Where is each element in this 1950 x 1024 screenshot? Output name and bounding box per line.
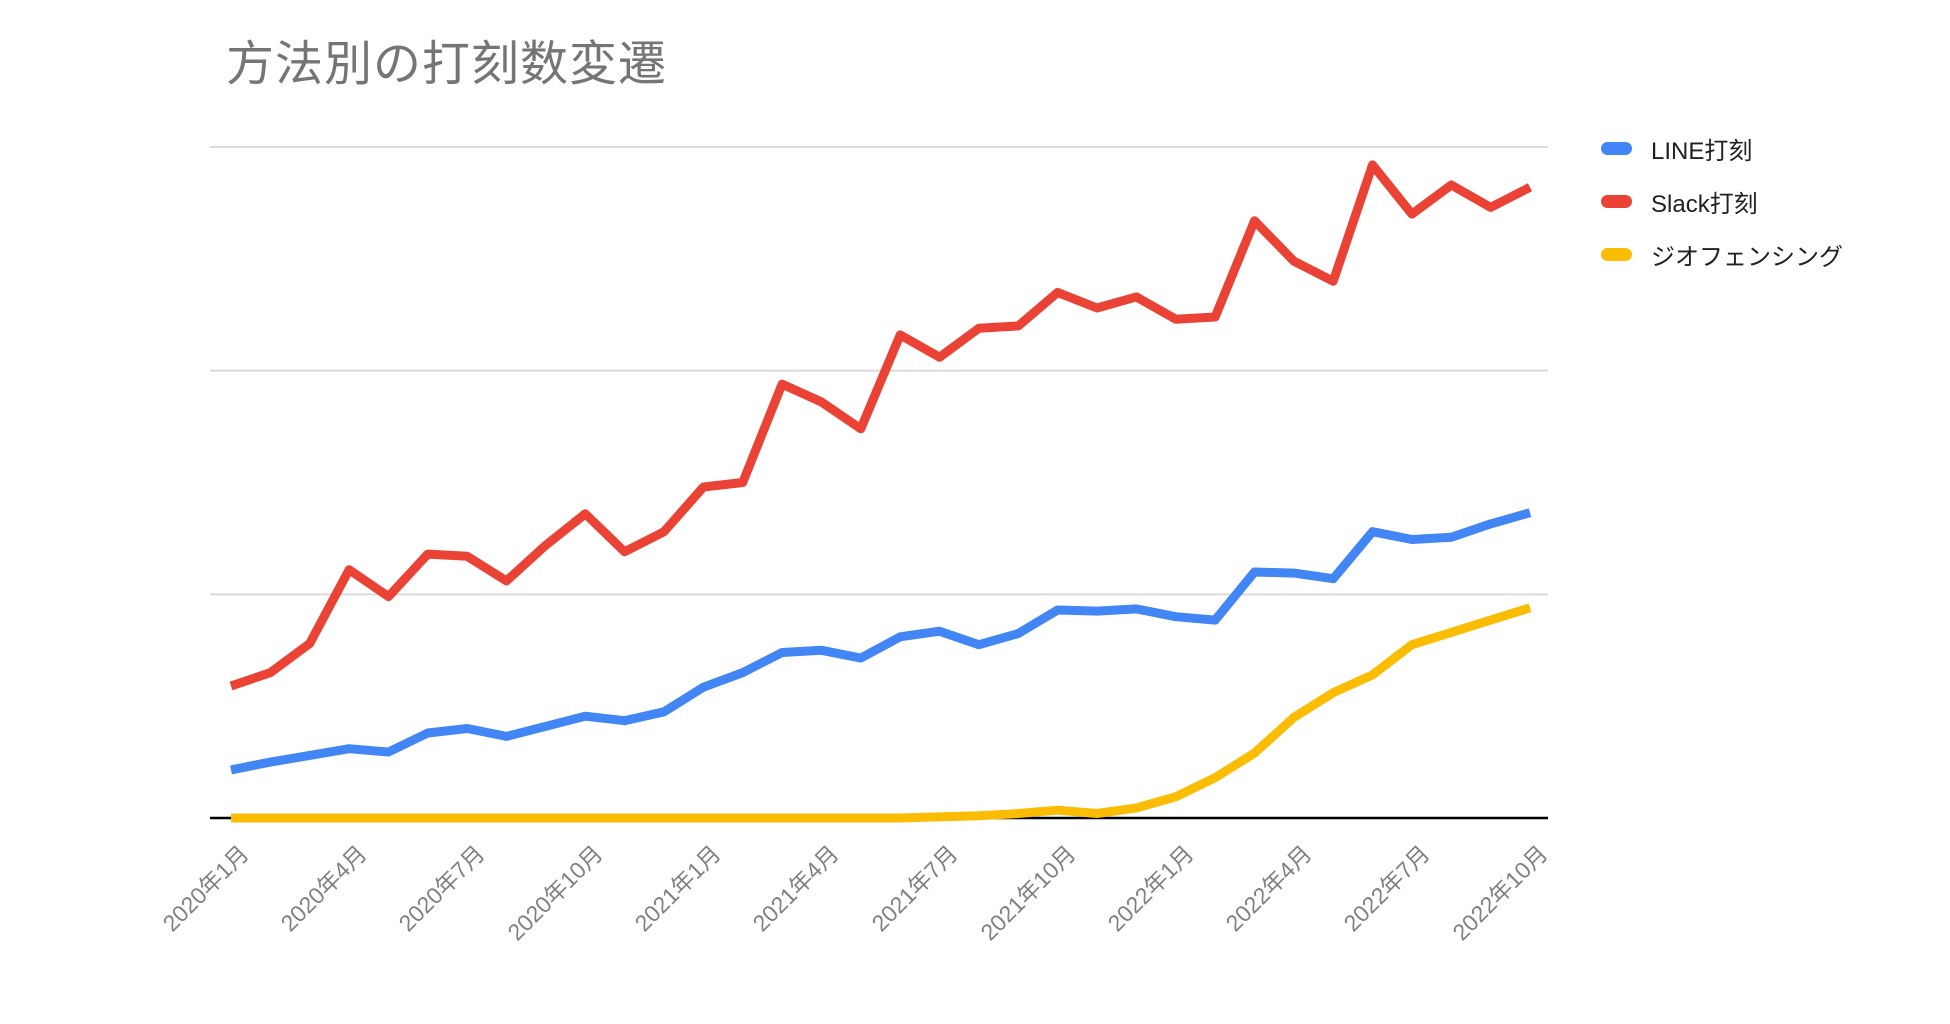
legend-label: Slack打刻 [1651, 190, 1758, 218]
legend-item-geofencing: ジオフェンシング [1601, 240, 1843, 271]
legend: LINE打刻 Slack打刻 ジオフェンシング [1601, 134, 1843, 293]
chart-title: 方法別の打刻数変遷 [226, 38, 668, 91]
series-line-line-dakoku [230, 508, 1532, 775]
legend-swatch-line-dakoku [1601, 141, 1632, 155]
series-line-geofencing [231, 603, 1532, 823]
legend-label: ジオフェンシング [1651, 243, 1843, 271]
series-line-slack-dakoku [229, 160, 1533, 691]
legend-swatch-slack-dakoku [1601, 194, 1632, 208]
legend-item-slack-dakoku: Slack打刻 [1601, 187, 1843, 218]
legend-label: LINE打刻 [1651, 137, 1753, 165]
legend-swatch-geofencing [1601, 247, 1632, 261]
legend-item-line-dakoku: LINE打刻 [1601, 134, 1843, 165]
